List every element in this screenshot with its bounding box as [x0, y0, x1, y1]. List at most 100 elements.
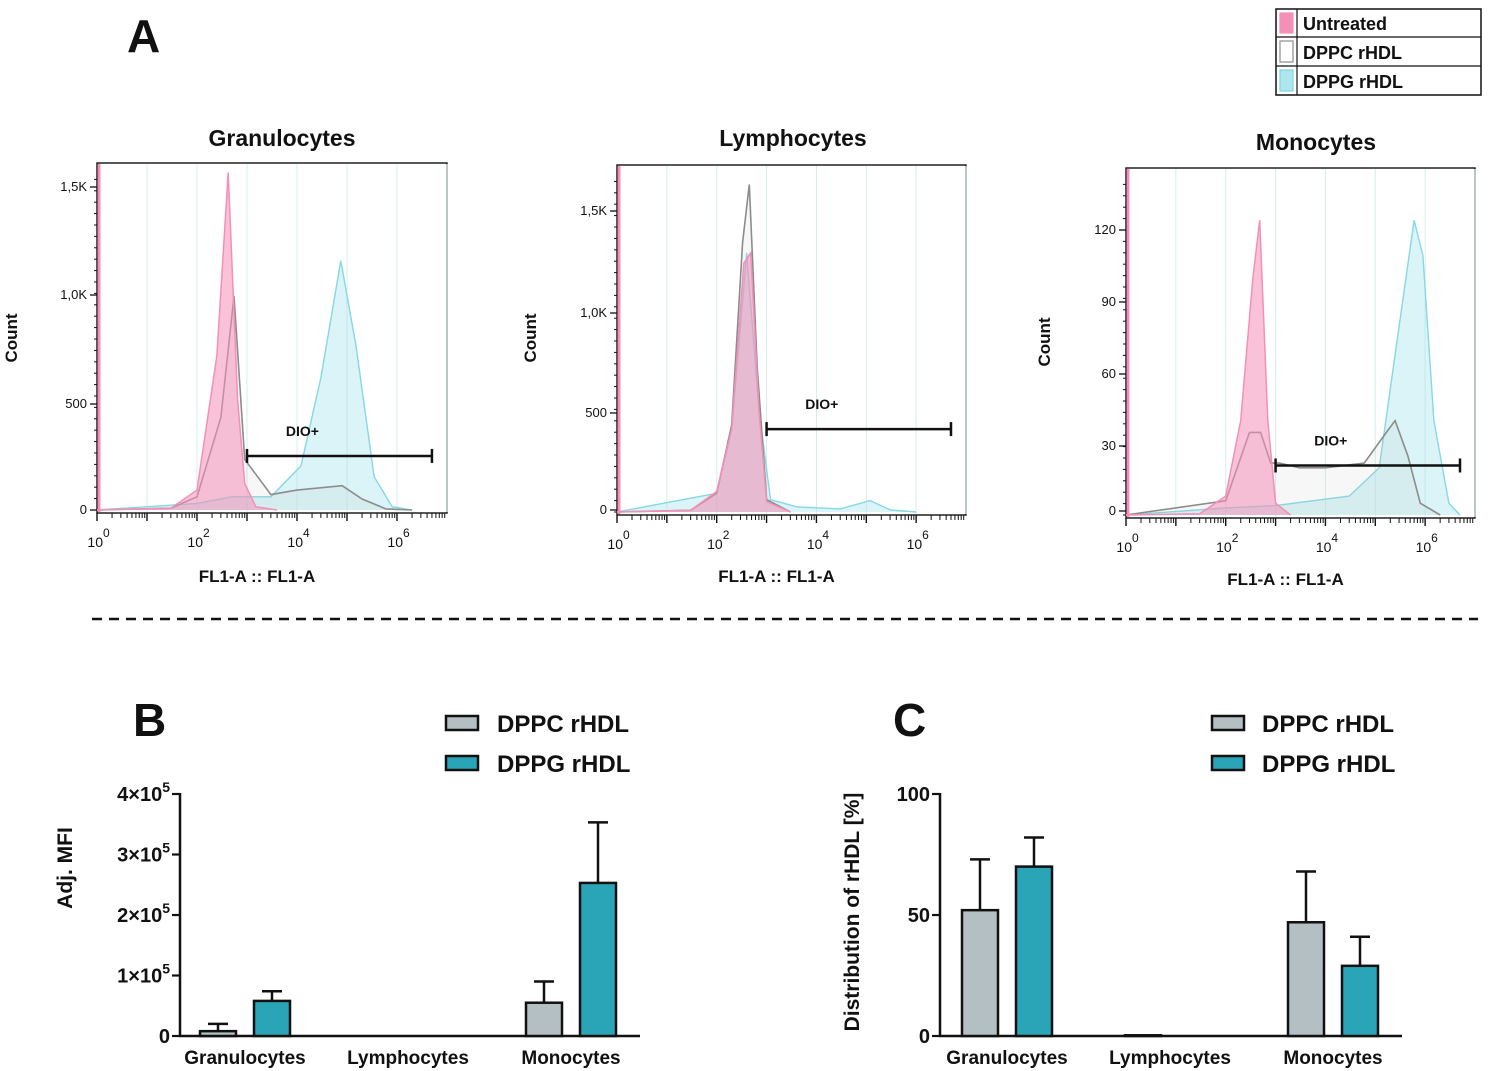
y-tick-label: 0: [919, 1026, 930, 1048]
y-tick-label: 60: [1102, 366, 1116, 381]
category-label: Lymphocytes: [1109, 1048, 1231, 1069]
x-tick-label-base: 10: [387, 534, 403, 550]
series-line-untreated: [96, 172, 278, 511]
y-axis-label: Count: [1035, 317, 1054, 366]
x-tick-label-base: 10: [1116, 539, 1132, 555]
histogram-lymphocytes: DIO+05001,0K1,5K100102104106LymphocytesF…: [521, 125, 967, 586]
legend-swatch: [444, 754, 480, 772]
plot-frame: [616, 164, 967, 516]
x-tick-label-exponent: 6: [403, 526, 410, 540]
x-tick-label-base: 10: [1416, 539, 1432, 555]
y-tick-label: 4×105: [117, 779, 170, 806]
x-tick-label-exponent: 2: [723, 528, 730, 542]
legend-label: DPPG rHDL: [497, 751, 630, 778]
x-axis-label: FL1-A :: FL1-A: [718, 567, 834, 586]
x-tick-label-base: 10: [707, 536, 723, 552]
x-axis-label: FL1-A :: FL1-A: [1227, 570, 1343, 589]
x-tick-label-exponent: 0: [1132, 531, 1139, 545]
gate-label: DIO+: [805, 396, 838, 412]
legend-frame: [1275, 8, 1482, 96]
panel-a-label: A: [127, 10, 160, 62]
histogram-granulocytes: DIO+05001,0K1,5K100102104106Granulocytes…: [2, 125, 448, 586]
panel-c-label: C: [893, 694, 926, 746]
category-label: Monocytes: [521, 1048, 620, 1069]
legend-swatch-dppg: [1279, 69, 1294, 92]
y-tick-label: 100: [897, 784, 930, 806]
category-label: Granulocytes: [184, 1048, 305, 1069]
bar-dppc-rhdl: [1123, 1034, 1163, 1038]
histogram-monocytes: DIO+0306090120100102104106MonocytesFL1-A…: [1035, 129, 1476, 589]
bar-dppc-rhdl: [524, 1001, 564, 1038]
category-label: Monocytes: [1283, 1048, 1382, 1069]
series-area-dppc-rhdl: [1126, 420, 1441, 515]
y-tick-label: 500: [65, 396, 87, 411]
histogram-title: Granulocytes: [209, 125, 356, 151]
series-area-dppg-rhdl: [97, 260, 413, 510]
x-tick-label-base: 10: [1316, 539, 1332, 555]
y-tick-label: 30: [1102, 438, 1116, 453]
y-axis-label: Count: [2, 313, 21, 362]
legend-swatch: [444, 714, 480, 732]
bar-dppg-rhdl: [578, 881, 618, 1038]
y-tick-label: 1×105: [117, 961, 170, 988]
y-axis-label: Adj. MFI: [54, 827, 77, 909]
legend-label: DPPC rHDL: [497, 711, 629, 738]
series-line-untreated: [1125, 220, 1292, 516]
category-label: Granulocytes: [946, 1048, 1067, 1069]
gate-label: DIO+: [1314, 432, 1347, 448]
legend-label: DPPG rHDL: [1262, 751, 1395, 778]
y-tick-label: 90: [1102, 294, 1116, 309]
legend-label-dppc: DPPC rHDL: [1303, 43, 1402, 63]
x-tick-label-base: 10: [807, 536, 823, 552]
x-tick-label-exponent: 4: [822, 528, 829, 542]
y-tick-label: 1,5K: [580, 203, 607, 218]
histogram-legend: Untreated DPPC rHDL DPPG rHDL: [1275, 8, 1482, 96]
x-tick-label-exponent: 2: [203, 526, 210, 540]
bar-chart-adj-mfi: 0 1×105 2×105 3×105 4×105 Granulocytes Lymphoc…: [54, 711, 640, 1069]
series-area-dppg-rhdl: [1126, 220, 1460, 515]
x-tick-label-base: 10: [87, 534, 103, 550]
x-tick-label-exponent: 4: [1331, 531, 1338, 545]
legend-label-untreated: Untreated: [1303, 14, 1387, 34]
bar-dppg-rhdl: [1340, 964, 1380, 1038]
x-tick-label-base: 10: [1216, 539, 1232, 555]
x-tick-label-exponent: 0: [623, 528, 630, 542]
bar-chart-distribution: 0 50 100 Granulocytes Lymphocytes Monocytes Di…: [841, 711, 1402, 1069]
series-area-untreated: [617, 252, 791, 512]
bar-dppc-rhdl: [1286, 921, 1326, 1038]
x-tick-label-base: 10: [907, 536, 923, 552]
panel-b-label: B: [133, 694, 166, 746]
x-tick-label-exponent: 0: [103, 526, 110, 540]
y-tick-label: 0: [80, 502, 87, 517]
x-tick-label-base: 10: [187, 534, 203, 550]
y-tick-label: 1,5K: [60, 179, 87, 194]
series-line-untreated: [616, 250, 791, 513]
bar-dppg-rhdl: [252, 999, 292, 1038]
x-tick-label-base: 10: [607, 536, 623, 552]
x-axis-label: FL1-A :: FL1-A: [199, 567, 315, 586]
y-tick-label: 0: [600, 502, 607, 517]
x-tick-label-exponent: 6: [922, 528, 929, 542]
legend-swatch: [1210, 754, 1246, 772]
legend-swatch-untreated: [1279, 12, 1294, 34]
y-tick-label: 50: [908, 905, 930, 927]
x-tick-label-exponent: 2: [1232, 531, 1239, 545]
y-tick-label: 0: [159, 1026, 170, 1048]
y-axis-label: Distribution of rHDL [%]: [841, 793, 864, 1032]
plot-frame: [96, 162, 448, 514]
x-tick-label-base: 10: [287, 534, 303, 550]
series-area-untreated: [97, 172, 278, 510]
category-label: Lymphocytes: [347, 1048, 469, 1069]
legend-label-dppg: DPPG rHDL: [1303, 72, 1403, 92]
y-tick-label: 3×105: [117, 840, 170, 867]
histogram-title: Monocytes: [1256, 129, 1376, 155]
y-tick-label: 120: [1094, 222, 1116, 237]
gate-label: DIO+: [286, 423, 319, 439]
bar-dppc-rhdl: [960, 908, 1000, 1038]
series-area-untreated: [1126, 220, 1291, 515]
legend-label: DPPC rHDL: [1262, 711, 1394, 738]
x-tick-label-exponent: 4: [303, 526, 310, 540]
legend-swatch-dppc: [1279, 40, 1294, 63]
y-tick-label: 1,0K: [60, 287, 87, 302]
